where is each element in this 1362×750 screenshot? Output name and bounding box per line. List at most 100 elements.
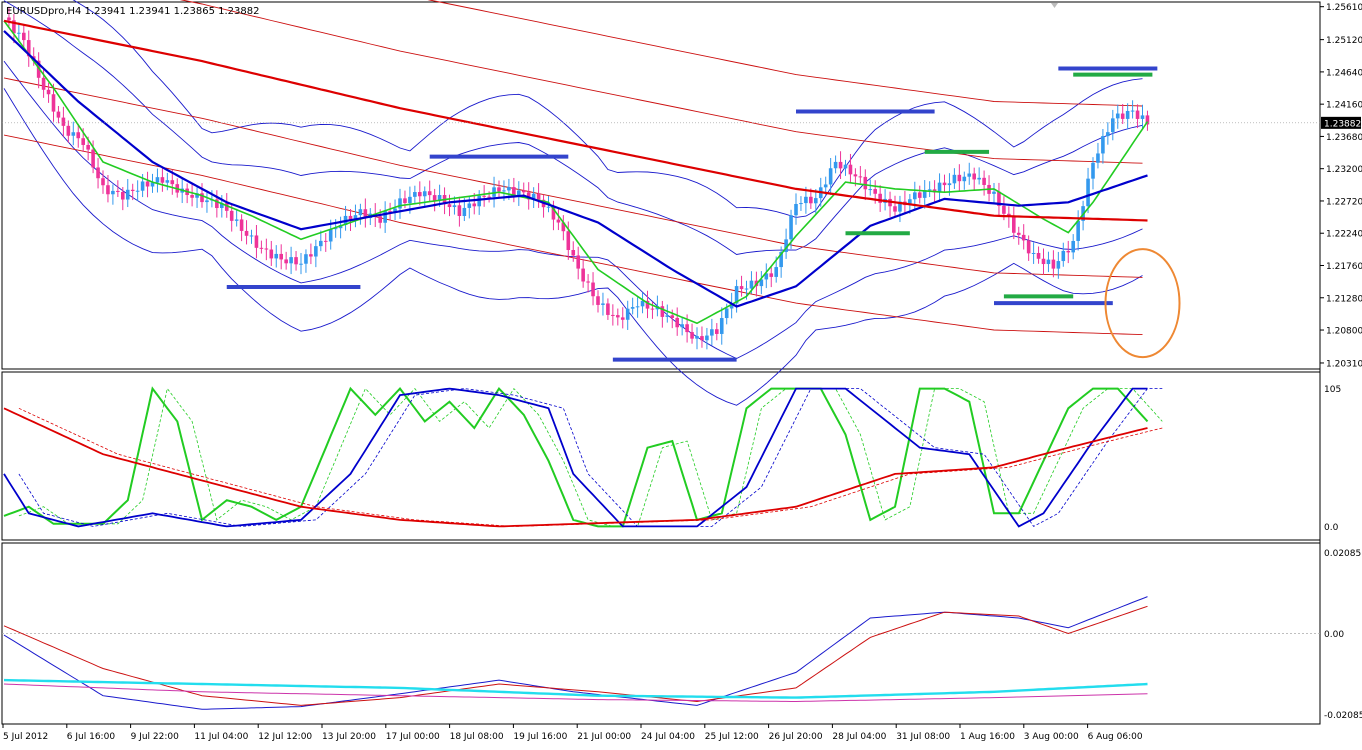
candle-body [234, 219, 239, 221]
candle-body [616, 315, 620, 318]
shift-marker-icon [1051, 3, 1058, 8]
candle-body [135, 190, 140, 192]
candle-body [328, 229, 333, 242]
candle-body [546, 206, 551, 208]
band-blue-lower-outer [3, 88, 1143, 406]
oscillator-line-blue [3, 387, 1148, 528]
candle-body [927, 189, 932, 191]
candle-body [1041, 258, 1046, 265]
candle-body [1056, 261, 1061, 269]
candle-body [868, 189, 873, 191]
candle-body [823, 184, 828, 188]
x-tick-label: 26 Jul 20:00 [769, 732, 823, 742]
candle-body [150, 182, 155, 187]
candle-body [804, 196, 808, 204]
candle-body [264, 248, 269, 250]
candle-body [799, 203, 803, 205]
candle-body [784, 239, 788, 252]
candle-body [848, 164, 853, 175]
candle-body [937, 182, 942, 193]
candle-body [1125, 110, 1130, 119]
band-red-upper-outer [427, 0, 1143, 107]
y-tick-label: 1.24640 [1326, 68, 1362, 78]
candle-body [289, 257, 293, 264]
x-tick-label: 31 Jul 08:00 [896, 732, 950, 742]
candle-body [1101, 136, 1105, 154]
candle-body [660, 306, 665, 317]
candle-body [507, 187, 511, 191]
candle-body [809, 196, 813, 204]
candle-body [531, 193, 536, 200]
candle-body [165, 180, 170, 183]
current-price-label: 1.23882 [1324, 119, 1361, 129]
candle-body [195, 193, 199, 198]
candle-body [17, 32, 21, 34]
candle-body [556, 219, 561, 223]
candle-body [229, 210, 234, 221]
candle-body [462, 207, 467, 217]
x-tick-label: 12 Jul 12:00 [258, 732, 312, 742]
candle-body [86, 144, 90, 150]
candle-body [724, 308, 729, 319]
candle-body [502, 190, 506, 192]
candle-body [759, 279, 764, 287]
candle-body [962, 176, 967, 182]
x-tick-label: 13 Jul 20:00 [322, 732, 376, 742]
candle-body [477, 195, 481, 207]
candle-body [977, 177, 981, 180]
oscillator-signal-green [18, 387, 1163, 527]
candle-body [323, 240, 328, 242]
candle-body [452, 205, 457, 208]
x-tick-label: 25 Jul 12:00 [705, 732, 759, 742]
y-tick-label: 1.20310 [1326, 359, 1362, 369]
candle-body [200, 193, 204, 203]
y-tick-label: 1.22240 [1326, 230, 1362, 240]
y-tick-label: 1.21280 [1326, 294, 1362, 304]
candle-body [437, 195, 442, 201]
candle-body [71, 132, 76, 136]
candle-body [284, 259, 288, 264]
macd-line-cyan [3, 678, 1148, 699]
candle-body [922, 190, 927, 198]
candle-body [833, 161, 838, 169]
moving-averages [3, 19, 1149, 325]
candle-body [269, 249, 274, 259]
candle-body [645, 300, 650, 309]
candle-body [586, 281, 590, 283]
x-tick-label: 19 Jul 16:00 [513, 732, 567, 742]
candle-body [91, 149, 95, 168]
candle-body [492, 187, 496, 197]
candle-body [309, 254, 313, 257]
candle-body [304, 254, 308, 264]
candle-body [46, 89, 51, 95]
candle-body [12, 20, 16, 34]
candle-body [130, 189, 135, 191]
candle-body [106, 185, 110, 195]
candle-body [61, 117, 66, 126]
candle-body [739, 286, 744, 290]
candle-body [967, 173, 972, 177]
oscillator-signal-red [18, 407, 1163, 527]
candle-body [121, 191, 125, 200]
level-lines [2, 66, 1320, 362]
candle-body [942, 182, 947, 186]
candle-body [1115, 113, 1120, 119]
candle-body [982, 177, 986, 185]
candle-body [526, 192, 531, 200]
candle-body [408, 196, 412, 204]
candle-body [279, 253, 283, 260]
candle-body [319, 240, 323, 247]
candle-body [467, 203, 472, 208]
band-red-lower [3, 77, 1143, 278]
candle-body [447, 204, 452, 208]
candle-body [497, 187, 501, 192]
candle-body [482, 195, 486, 197]
candle-body [294, 257, 298, 265]
candle-body [125, 189, 130, 200]
candle-body [398, 198, 402, 209]
candle-body [76, 132, 81, 139]
band-blue-upper-outer [72, 0, 1143, 218]
x-tick-label: 18 Jul 08:00 [450, 732, 504, 742]
candle-body [764, 273, 769, 280]
